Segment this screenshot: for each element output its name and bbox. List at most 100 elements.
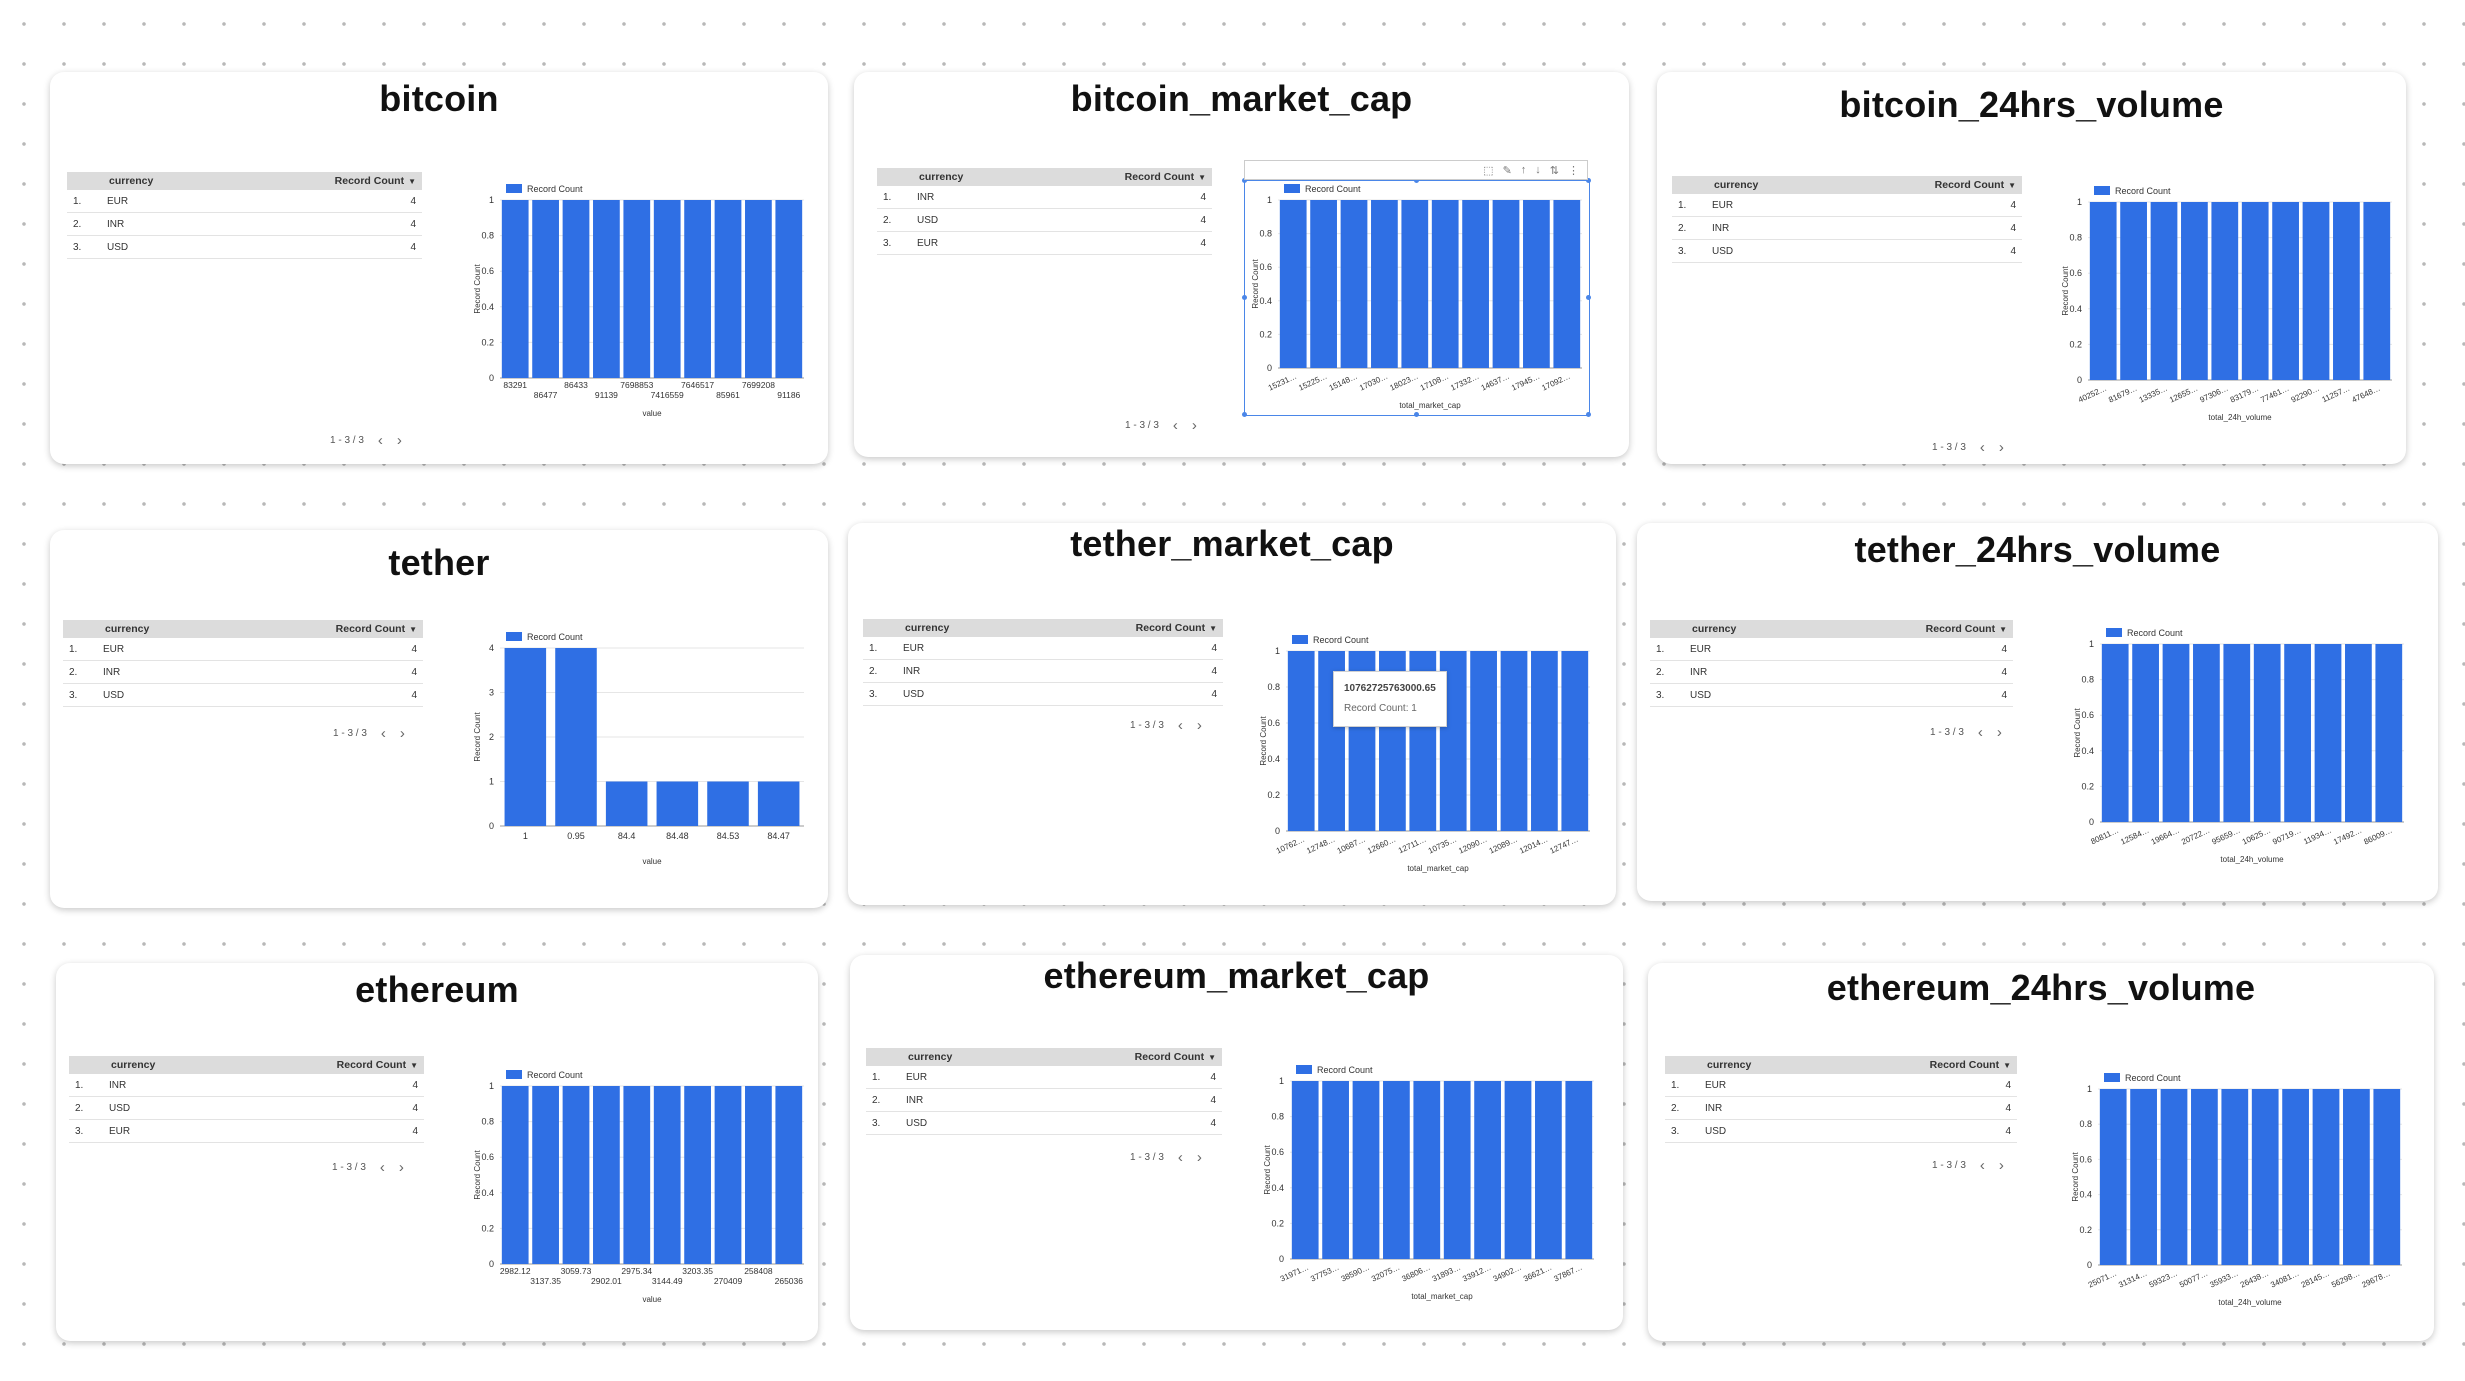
bar[interactable]	[745, 1086, 772, 1264]
chevron-left-icon[interactable]: ‹	[1979, 439, 1985, 456]
bar[interactable]	[1310, 200, 1337, 368]
chevron-right-icon[interactable]: ›	[396, 432, 402, 449]
bar[interactable]	[2314, 644, 2342, 822]
bar[interactable]	[1531, 651, 1558, 831]
chevron-right-icon[interactable]: ›	[399, 725, 405, 742]
chevron-left-icon[interactable]: ‹	[377, 432, 383, 449]
resize-handle[interactable]	[1586, 412, 1591, 417]
bar[interactable]	[2193, 644, 2220, 822]
table-row[interactable]: 3. USD 4	[863, 683, 1223, 706]
resize-handle[interactable]	[1586, 295, 1591, 300]
bar[interactable]	[656, 781, 699, 827]
record-count-column-header[interactable]: Record Count ▼	[337, 1059, 418, 1071]
sort-desc-icon[interactable]: ▼	[410, 1061, 418, 1070]
resize-handle[interactable]	[1414, 412, 1419, 417]
chart-card-ethereum-24hrs-volume[interactable]: ethereum_24hrs_volume currency Record Coun…	[1648, 963, 2434, 1341]
bar-chart[interactable]: Record Count 0 0.2 0.4 0.6 0.8 1 Record Count 31…	[1260, 1063, 1600, 1303]
chart-card-bitcoin-24hrs-volume[interactable]: bitcoin_24hrs_volume currency Record Count…	[1657, 72, 2406, 464]
bar[interactable]	[684, 1086, 711, 1264]
chart-card-tether-market-cap[interactable]: tether_market_cap currency Record Count ▼ 1.…	[848, 523, 1616, 905]
record-count-column-header[interactable]: Record Count ▼	[1135, 1051, 1216, 1063]
bar[interactable]	[1401, 200, 1429, 368]
record-count-column-header[interactable]: Record Count ▼	[335, 175, 416, 187]
record-count-column-header[interactable]: Record Count ▼	[1935, 179, 2016, 191]
bar[interactable]	[1474, 1081, 1501, 1259]
chevron-right-icon[interactable]: ›	[1998, 439, 2004, 456]
bar[interactable]	[2373, 1089, 2401, 1265]
bar[interactable]	[2181, 202, 2208, 380]
bar[interactable]	[1322, 1081, 1349, 1259]
bar[interactable]	[714, 1086, 742, 1264]
bar[interactable]	[684, 200, 711, 378]
sort-desc-icon[interactable]: ▼	[408, 177, 416, 186]
bar[interactable]	[2162, 644, 2190, 822]
table-row[interactable]: 1. INR 4	[69, 1074, 424, 1097]
bar[interactable]	[1291, 1081, 1319, 1259]
sort-desc-icon[interactable]: ▼	[1209, 624, 1217, 633]
bar[interactable]	[2345, 644, 2372, 822]
bar-chart[interactable]: Record Count 0 0.2 0.4 0.6 0.8 1 Record Count 10…	[1256, 633, 1596, 875]
chevron-left-icon[interactable]: ‹	[379, 1159, 385, 1176]
bar[interactable]	[714, 200, 742, 378]
bar-chart[interactable]: Record Count 0 0.2 0.4 0.6 0.8 1 Record Count 40…	[2058, 184, 2398, 424]
bar[interactable]	[2132, 644, 2159, 822]
chevron-left-icon[interactable]: ‹	[1977, 724, 1983, 741]
bar[interactable]	[2120, 202, 2147, 380]
currency-column-header[interactable]: currency	[905, 622, 950, 634]
chevron-left-icon[interactable]: ‹	[1172, 417, 1178, 434]
table-row[interactable]: 2. INR 4	[866, 1089, 1222, 1112]
bar[interactable]	[2150, 202, 2178, 380]
bar[interactable]	[2221, 1089, 2249, 1265]
chart-card-ethereum[interactable]: ethereum currency Record Count ▼ 1. INR 4 2. USD…	[56, 963, 818, 1341]
chevron-right-icon[interactable]: ›	[1196, 1149, 1202, 1166]
bar[interactable]	[1287, 651, 1315, 831]
bar[interactable]	[2251, 1089, 2279, 1265]
currency-column-header[interactable]: currency	[1692, 623, 1737, 635]
bar[interactable]	[1462, 200, 1489, 368]
sort-desc-icon[interactable]: ▼	[1208, 1053, 1216, 1062]
bar[interactable]	[2211, 202, 2239, 380]
bar[interactable]	[2312, 1089, 2340, 1265]
bar[interactable]	[2375, 644, 2403, 822]
sort-desc-icon[interactable]: ▼	[2008, 181, 2016, 190]
bar[interactable]	[1492, 200, 1520, 368]
bar[interactable]	[623, 200, 651, 378]
bar[interactable]	[653, 200, 681, 378]
bar[interactable]	[2191, 1089, 2218, 1265]
bar[interactable]	[562, 1086, 590, 1264]
sort-desc-icon[interactable]: ▼	[2003, 1061, 2011, 1070]
table-row[interactable]: 1. EUR 4	[866, 1066, 1222, 1089]
table-row[interactable]: 2. USD 4	[69, 1097, 424, 1120]
bar-chart[interactable]: Record Count 0 0.2 0.4 0.6 0.8 1 Record Count 15…	[1248, 182, 1588, 412]
bar[interactable]	[2363, 202, 2391, 380]
bar[interactable]	[623, 1086, 651, 1264]
bar[interactable]	[2160, 1089, 2188, 1265]
bar[interactable]	[2241, 202, 2269, 380]
bar[interactable]	[1500, 651, 1528, 831]
record-count-column-header[interactable]: Record Count ▼	[1930, 1059, 2011, 1071]
bar[interactable]	[593, 200, 620, 378]
bar[interactable]	[605, 781, 648, 827]
table-row[interactable]: 3. EUR 4	[877, 232, 1212, 255]
chevron-right-icon[interactable]: ›	[398, 1159, 404, 1176]
currency-column-header[interactable]: currency	[109, 175, 154, 187]
bar[interactable]	[2284, 644, 2311, 822]
bar[interactable]	[1523, 200, 1550, 368]
sort-desc-icon[interactable]: ▼	[1198, 173, 1206, 182]
sort-desc-icon[interactable]: ▼	[1999, 625, 2007, 634]
bar[interactable]	[1561, 651, 1589, 831]
bar[interactable]	[1352, 1081, 1380, 1259]
currency-column-header[interactable]: currency	[1714, 179, 1759, 191]
table-row[interactable]: 3. USD 4	[1665, 1120, 2017, 1143]
bar[interactable]	[1431, 200, 1459, 368]
table-row[interactable]: 1. EUR 4	[1665, 1074, 2017, 1097]
bar[interactable]	[2253, 644, 2281, 822]
bar[interactable]	[1279, 200, 1307, 368]
chart-card-tether-24hrs-volume[interactable]: tether_24hrs_volume currency Record Count ▼…	[1637, 523, 2438, 901]
chevron-right-icon[interactable]: ›	[1191, 417, 1197, 434]
bar[interactable]	[707, 781, 749, 827]
bar[interactable]	[745, 200, 772, 378]
bar[interactable]	[501, 1086, 529, 1264]
table-row[interactable]: 2. INR 4	[1672, 217, 2022, 240]
resize-handle[interactable]	[1242, 412, 1247, 417]
